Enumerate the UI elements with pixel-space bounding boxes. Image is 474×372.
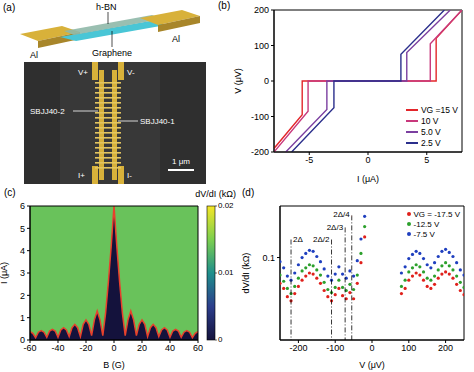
svg-text:100: 100 xyxy=(401,343,416,353)
svg-text:-5: -5 xyxy=(305,155,313,165)
svg-text:0: 0 xyxy=(264,76,269,86)
svg-text:1 μm: 1 μm xyxy=(172,157,190,166)
svg-text:200: 200 xyxy=(254,5,269,15)
html-text:-7.5 V: -7.5 V xyxy=(413,229,435,239)
html-text:(c): (c) xyxy=(4,187,16,198)
html-text:(b): (b) xyxy=(218,0,231,11)
svg-text:V-: V- xyxy=(127,68,135,77)
svg-text:SBJJ40-2: SBJJ40-2 xyxy=(30,107,65,116)
svg-text:2Δ/4: 2Δ/4 xyxy=(333,210,350,219)
svg-text:0: 0 xyxy=(218,335,223,344)
svg-text:40: 40 xyxy=(165,343,175,353)
svg-text:4: 4 xyxy=(20,246,25,256)
html-text:VG = -17.5 V: VG = -17.5 V xyxy=(413,209,460,219)
svg-text:-100: -100 xyxy=(251,112,269,122)
html-text:5.0 V: 5.0 V xyxy=(420,126,441,137)
svg-text:1: 1 xyxy=(20,313,25,323)
svg-text:V (μV): V (μV) xyxy=(233,68,243,94)
svg-text:dV/dI (kΩ): dV/dI (kΩ) xyxy=(241,253,251,294)
svg-text:I-: I- xyxy=(127,171,132,180)
svg-text:100: 100 xyxy=(254,41,269,51)
svg-text:20: 20 xyxy=(137,343,147,353)
svg-text:2Δ: 2Δ xyxy=(293,235,303,244)
html-text:VG =15 V: VG =15 V xyxy=(420,104,458,115)
svg-text:Al: Al xyxy=(172,34,180,44)
svg-text:-40: -40 xyxy=(51,343,64,353)
svg-text:-20: -20 xyxy=(79,343,92,353)
html-text:10 V: 10 V xyxy=(420,115,439,126)
html-text:dV/dI (kΩ): dV/dI (kΩ) xyxy=(195,189,236,199)
svg-text:2: 2 xyxy=(20,291,25,301)
svg-text:3: 3 xyxy=(20,268,25,278)
svg-text:I+: I+ xyxy=(78,171,85,180)
svg-text:SBJJ40-1: SBJJ40-1 xyxy=(140,117,175,126)
svg-text:2Δ/3: 2Δ/3 xyxy=(327,223,344,232)
svg-text:60: 60 xyxy=(193,343,203,353)
svg-text:0: 0 xyxy=(111,343,116,353)
svg-text:(a): (a) xyxy=(3,2,15,13)
svg-text:0.02: 0.02 xyxy=(218,201,234,210)
svg-text:2Δ/2: 2Δ/2 xyxy=(313,235,330,244)
svg-text:200: 200 xyxy=(438,343,453,353)
svg-text:0: 0 xyxy=(365,155,370,165)
svg-text:0.1: 0.1 xyxy=(262,253,275,263)
svg-text:-100: -100 xyxy=(326,343,344,353)
svg-text:Al: Al xyxy=(30,50,38,60)
svg-text:6: 6 xyxy=(20,201,25,211)
svg-text:h-BN: h-BN xyxy=(96,2,117,12)
svg-text:-200: -200 xyxy=(251,147,269,157)
svg-text:B (G): B (G) xyxy=(103,360,125,370)
html-text:-12.5 V: -12.5 V xyxy=(413,219,440,229)
svg-text:5: 5 xyxy=(20,224,25,234)
svg-text:0: 0 xyxy=(20,335,25,345)
svg-text:0.01: 0.01 xyxy=(218,268,234,277)
svg-text:V+: V+ xyxy=(78,68,88,77)
svg-text:I (μA): I (μA) xyxy=(0,262,9,284)
html-text:2.5 V: 2.5 V xyxy=(420,137,441,148)
svg-text:Graphene: Graphene xyxy=(92,48,132,58)
svg-text:V (μV): V (μV) xyxy=(359,360,385,370)
svg-text:I (μA): I (μA) xyxy=(357,174,379,184)
svg-text:-200: -200 xyxy=(289,343,307,353)
svg-text:0: 0 xyxy=(369,343,374,353)
svg-text:-60: -60 xyxy=(23,343,36,353)
html-text:(d): (d) xyxy=(242,187,255,198)
svg-text:5: 5 xyxy=(424,155,429,165)
